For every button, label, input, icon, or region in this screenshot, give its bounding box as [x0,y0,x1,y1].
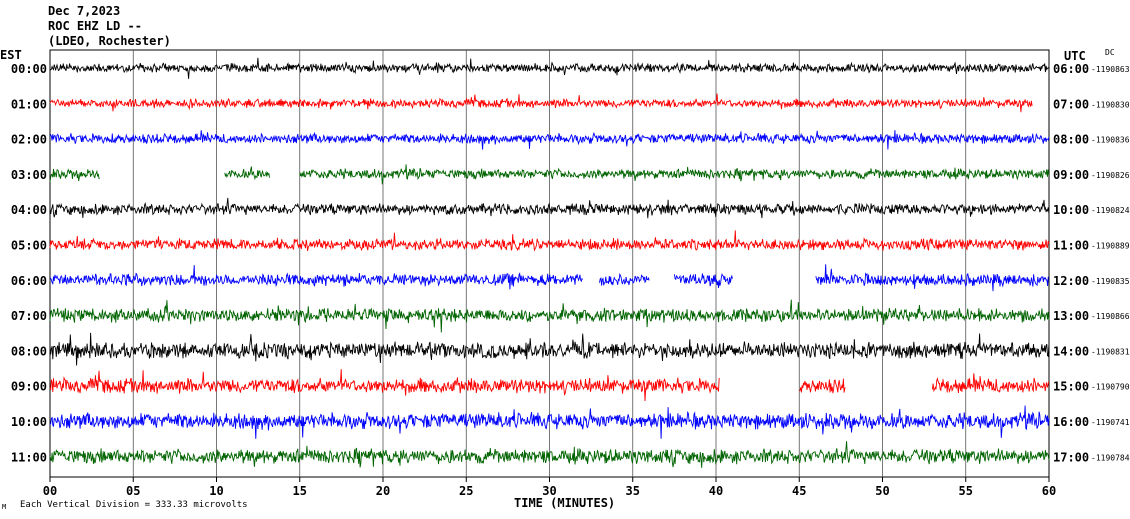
utc-row-label: 07:00 [1053,97,1089,111]
utc-row-label: 11:00 [1053,239,1089,253]
utc-row-label: 13:00 [1053,309,1089,323]
seismic-trace [49,130,1050,150]
scale-note: Each Vertical Division = 333.33 microvol… [20,500,248,510]
footer-mark: M [2,503,7,511]
seismic-trace [931,373,1050,394]
x-tick-label: 20 [376,484,390,498]
x-tick-label: 45 [792,484,806,498]
seismic-trace [49,265,584,290]
x-tick-label: 15 [293,484,307,498]
utc-row-label: 08:00 [1053,133,1089,147]
utc-row-label: 14:00 [1053,344,1089,358]
x-tick-label: 35 [626,484,640,498]
seismic-trace [299,164,1050,185]
seismic-trace [799,378,846,394]
est-row-label: 10:00 [11,415,47,429]
est-row-label: 03:00 [11,168,47,182]
utc-axis-title: UTC [1064,49,1086,63]
x-axis-label: TIME (MINUTES) [514,496,616,510]
est-axis-title: EST [0,48,22,62]
x-tick-label: 55 [959,484,973,498]
dc-offset-label: -1190889 [1091,242,1130,251]
seismic-trace [815,264,1049,292]
seismic-trace [49,299,1050,333]
est-row-label: 08:00 [11,344,47,358]
dc-offset-label: -1190830 [1091,100,1130,109]
x-tick-label: 10 [209,484,223,498]
seismic-trace [49,332,1050,366]
est-row-label: 04:00 [11,203,47,217]
dc-offset-label: -1190741 [1091,418,1130,427]
seismic-trace [673,273,733,288]
seismic-trace [599,272,650,286]
seismic-trace [49,57,1050,79]
dc-offset-label: -1190866 [1091,312,1130,321]
dc-offset-label: -1190836 [1091,136,1130,145]
dc-offset-label: -1190863 [1091,65,1130,74]
est-row-label: 11:00 [11,450,47,464]
utc-row-label: 16:00 [1053,415,1089,429]
dc-offset-label: -1190790 [1091,383,1130,392]
seismic-trace [49,93,1033,113]
header-network: (LDEO, Rochester) [48,34,171,48]
seismic-trace [49,441,1050,468]
utc-row-label: 15:00 [1053,380,1089,394]
seismic-trace [49,405,1050,439]
est-row-label: 06:00 [11,274,47,288]
seismic-trace [49,168,100,183]
x-tick-label: 05 [126,484,140,498]
est-row-label: 00:00 [11,62,47,76]
header-station: ROC EHZ LD -- [48,19,142,33]
est-row-label: 09:00 [11,380,47,394]
seismic-trace [49,197,1050,219]
x-tick-label: 50 [875,484,889,498]
dc-offset-label: -1190831 [1091,347,1130,356]
seismic-trace [224,166,271,181]
seismic-trace [49,369,720,402]
x-tick-label: 00 [43,484,57,498]
utc-row-label: 10:00 [1053,203,1089,217]
dc-offset-label: -1190824 [1091,206,1130,215]
est-row-label: 07:00 [11,309,47,323]
grid [49,49,1050,482]
header-date: Dec 7,2023 [48,4,121,18]
utc-row-label: 17:00 [1053,450,1089,464]
utc-row-label: 09:00 [1053,168,1089,182]
utc-row-label: 06:00 [1053,62,1089,76]
x-tick-label: 60 [1042,484,1056,498]
seismic-trace [49,230,1050,252]
x-tick-label: 30 [542,484,556,498]
utc-row-label: 12:00 [1053,274,1089,288]
est-row-label: 02:00 [11,133,47,147]
dc-offset-label: -1190826 [1091,171,1130,180]
x-tick-label: 40 [709,484,723,498]
est-row-label: 05:00 [11,239,47,253]
traces [49,57,1050,468]
dc-label: DC [1105,48,1115,57]
x-tick-label: 25 [459,484,473,498]
dc-offset-label: -1190835 [1091,277,1130,286]
est-row-label: 01:00 [11,97,47,111]
dc-offset-label: -1190784 [1091,453,1130,462]
